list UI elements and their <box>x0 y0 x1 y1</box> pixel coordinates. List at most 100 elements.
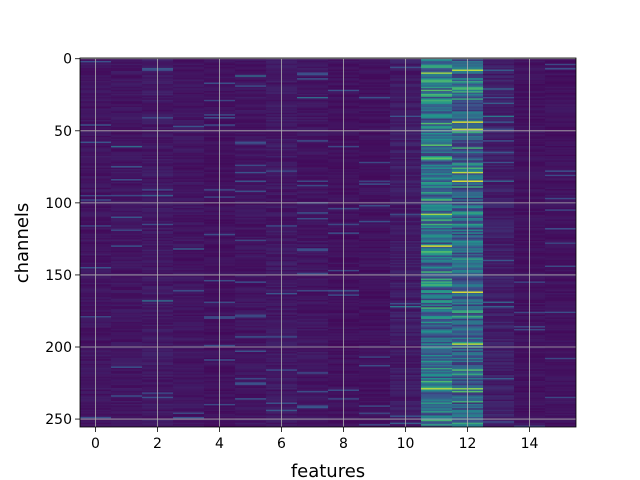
heatmap-cell <box>545 375 576 377</box>
heatmap-cell <box>359 125 391 128</box>
heatmap-cell <box>235 118 267 121</box>
heatmap-cell <box>111 271 143 274</box>
heatmap-cell <box>111 258 143 261</box>
heatmap-cell <box>297 252 329 255</box>
heatmap-cell <box>235 291 267 294</box>
heatmap-cell <box>545 158 576 161</box>
heatmap-cell <box>111 220 143 223</box>
heatmap-cell <box>421 366 453 369</box>
heatmap-cell <box>359 416 391 419</box>
x-tick-label: 0 <box>91 436 100 452</box>
heatmap-cell <box>483 73 515 76</box>
heatmap-cell <box>111 78 143 80</box>
heatmap-cell <box>297 154 329 157</box>
heatmap-cell <box>297 215 329 217</box>
heatmap-cell <box>545 151 576 154</box>
heatmap-cell <box>359 350 391 353</box>
heatmap-cell <box>235 277 267 279</box>
heatmap-cell <box>111 279 143 282</box>
heatmap-cell <box>173 393 205 396</box>
heatmap-cell <box>111 197 143 200</box>
heatmap-cell <box>297 230 329 233</box>
heatmap-cell <box>235 173 267 176</box>
heatmap-cell <box>173 183 205 186</box>
heatmap-cell <box>483 272 515 275</box>
heatmap-cell <box>483 63 515 66</box>
heatmap-cell <box>297 203 329 206</box>
heatmap-cell <box>297 262 329 265</box>
heatmap-cell <box>483 408 515 411</box>
heatmap-cell <box>173 230 205 233</box>
heatmap-cell <box>297 323 329 326</box>
heatmap-cell <box>545 255 576 258</box>
heatmap-cell <box>235 96 267 99</box>
heatmap-cell <box>111 285 143 288</box>
heatmap-cell <box>545 340 576 343</box>
heatmap-cell <box>173 380 205 383</box>
heatmap-cell <box>421 350 453 353</box>
heatmap-cell <box>297 85 329 88</box>
heatmap-cell <box>235 153 267 155</box>
heatmap-cell <box>173 187 205 190</box>
heatmap-cell <box>297 327 329 330</box>
heatmap-cell <box>545 424 576 426</box>
heatmap-cell <box>111 59 143 62</box>
heatmap-cell <box>111 210 143 213</box>
heatmap-cell <box>173 272 205 275</box>
heatmap-cell <box>297 167 329 170</box>
heatmap-cell <box>173 158 205 161</box>
heatmap-cell <box>545 390 576 393</box>
heatmap-cell <box>111 327 143 330</box>
heatmap-cell <box>111 255 143 258</box>
heatmap-cell <box>173 134 205 137</box>
heatmap-cell <box>173 406 205 409</box>
heatmap-cell <box>297 380 329 383</box>
heatmap-cell <box>235 365 267 367</box>
heatmap-cell <box>483 406 515 409</box>
heatmap-cell <box>297 217 329 220</box>
heatmap-cell <box>173 323 205 326</box>
heatmap-cell <box>235 395 267 398</box>
heatmap-cell <box>235 359 267 362</box>
heatmap-cell <box>173 288 205 291</box>
heatmap-cell <box>297 92 329 95</box>
heatmap-cell <box>235 339 267 341</box>
heatmap-cell <box>235 236 267 239</box>
heatmap-cell <box>111 117 143 119</box>
heatmap-cell <box>421 112 453 115</box>
x-tick-label: 8 <box>339 436 348 452</box>
heatmap-cell <box>297 193 329 196</box>
heatmap-cell <box>173 377 205 380</box>
heatmap-cell <box>235 323 267 326</box>
heatmap-cell <box>545 349 576 351</box>
heatmap-cell <box>545 389 576 392</box>
heatmap-cell <box>483 148 515 151</box>
heatmap-cell <box>173 213 205 216</box>
heatmap-cell <box>173 156 205 158</box>
heatmap-cell <box>111 379 143 382</box>
heatmap-cell <box>111 233 143 236</box>
heatmap-cell <box>111 196 143 199</box>
heatmap-cell <box>359 186 391 189</box>
heatmap-cell <box>483 219 515 222</box>
heatmap-cell <box>483 340 515 343</box>
heatmap-cell <box>235 352 267 354</box>
heatmap-cell <box>235 370 267 373</box>
heatmap-cell <box>111 81 143 83</box>
heatmap-cell <box>421 135 453 138</box>
heatmap-cell <box>235 295 267 298</box>
heatmap-cell <box>111 265 143 268</box>
heatmap-cell <box>111 362 143 364</box>
heatmap-cell <box>421 340 453 343</box>
heatmap-cell <box>483 127 515 129</box>
heatmap-cell <box>297 318 329 321</box>
heatmap-cell <box>421 138 453 141</box>
heatmap-cell <box>173 72 205 75</box>
heatmap-cell <box>359 311 391 314</box>
heatmap-cell <box>359 141 391 144</box>
heatmap-cell <box>235 425 267 427</box>
x-tick-label: 14 <box>521 436 539 452</box>
heatmap-cell <box>421 209 453 212</box>
heatmap-cell <box>359 114 391 117</box>
heatmap-cell <box>483 393 515 396</box>
